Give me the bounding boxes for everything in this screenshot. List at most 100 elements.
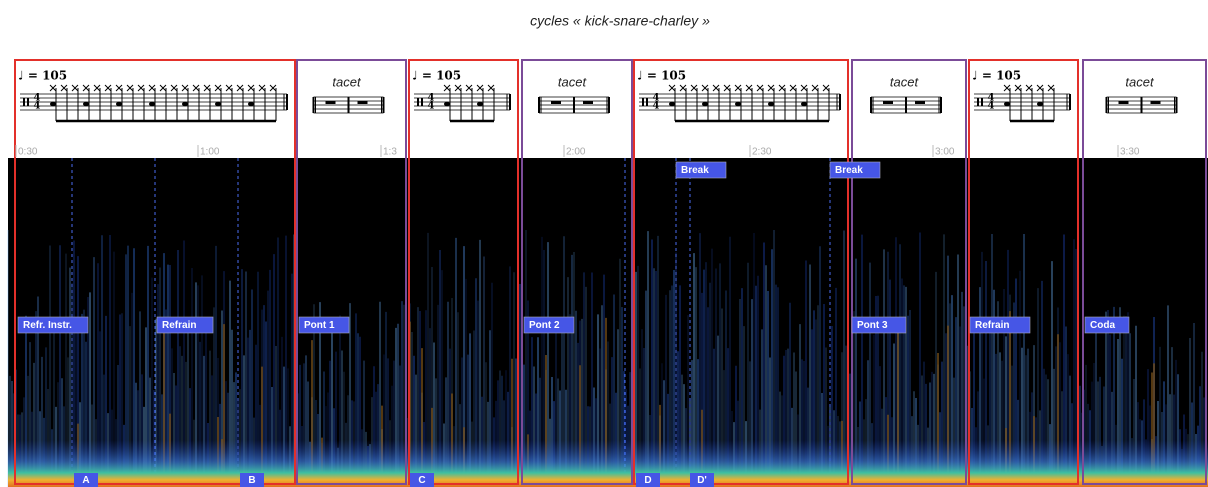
notehead [149,101,155,107]
notehead-stroke [778,84,786,92]
time-label: 2:00 [566,147,586,158]
notehead-stroke [49,84,57,92]
notehead-stroke [93,84,101,92]
notehead-stroke [170,84,178,92]
tacet-label: tacet [558,74,588,89]
notehead-stroke [236,84,244,92]
section-label: Refrain [162,320,196,331]
notehead-stroke [679,84,687,92]
time-signature: 4 [653,101,660,112]
tempo-marking: ♩ = 105 [412,69,461,83]
section-box [851,316,907,334]
tacet-label: tacet [890,74,920,89]
section-box [523,316,575,334]
whole-rest [357,101,368,104]
notehead-stroke [822,84,830,92]
notehead-stroke [126,84,134,92]
notehead-stroke [756,84,764,92]
whole-rest [1150,101,1161,104]
section-label: Refrain [975,320,1009,331]
section-box [156,316,214,334]
section-box [298,316,350,334]
section-box [675,161,727,179]
marker-box [690,473,714,487]
tempo-marking: ♩ = 105 [18,69,67,83]
time-label: 1:00 [200,147,220,158]
percussion-clef [981,98,983,106]
section-label: Break [835,165,863,176]
marker-box [74,473,98,487]
time-label: 3:30 [1120,147,1140,158]
panel-frame [1082,59,1207,485]
time-label: 2:30 [752,147,772,158]
notehead-stroke [476,84,484,92]
notehead [735,101,741,107]
notehead-stroke [82,84,90,92]
notehead-stroke [443,84,451,92]
section-box [17,316,89,334]
notehead [801,101,807,107]
time-signature: 4 [428,93,435,104]
notehead-stroke [247,84,255,92]
percussion-clef [27,98,29,106]
notehead-stroke [71,84,79,92]
percussion-clef [421,98,423,106]
section-label: Pont 3 [857,320,888,331]
panel-frame [851,59,967,485]
section-label: Coda [1090,320,1115,331]
whole-rest [1118,101,1129,104]
section-label: Pont 2 [529,320,560,331]
marker-box [636,473,660,487]
time-signature: 4 [34,101,41,112]
percussion-clef [417,98,419,106]
section-box [969,316,1031,334]
notehead-stroke [115,84,123,92]
panel-frame [408,59,519,485]
panel-frame [296,59,407,485]
score-area [969,60,1078,158]
notehead-stroke [1003,84,1011,92]
tacet-label: tacet [332,74,362,89]
panel-frame [968,59,1079,485]
notehead [83,101,89,107]
panel-frame [521,59,633,485]
notehead-stroke [214,84,222,92]
section-box [1084,316,1130,334]
notehead [702,101,708,107]
time-signature: 4 [988,101,995,112]
notehead-stroke [734,84,742,92]
notehead-stroke [767,84,775,92]
percussion-clef [977,98,979,106]
panel-frame [633,59,849,485]
marker-box [410,473,434,487]
percussion-clef [646,98,648,106]
notehead-stroke [203,84,211,92]
percussion-clef [23,98,25,106]
section-label: Refr. Instr. [23,320,72,331]
notehead [116,101,122,107]
time-signature: 4 [34,93,41,104]
notehead [768,101,774,107]
tempo-marking: ♩ = 105 [637,69,686,83]
notehead-stroke [723,84,731,92]
time-signature: 4 [428,101,435,112]
whole-rest [325,101,336,104]
marker-label: A [82,475,89,486]
whole-rest [551,101,561,104]
notehead-stroke [60,84,68,92]
notehead [182,101,188,107]
section-label: Break [681,165,709,176]
notehead-stroke [789,84,797,92]
percussion-clef [642,98,644,106]
notehead-stroke [137,84,145,92]
notehead-stroke [1014,84,1022,92]
notehead-stroke [745,84,753,92]
notehead-stroke [192,84,200,92]
time-signature: 4 [988,93,995,104]
section-box [829,161,881,179]
spectrogram-low-band [8,440,1208,487]
score-area [409,60,518,158]
time-label: 1:3 [383,147,397,158]
